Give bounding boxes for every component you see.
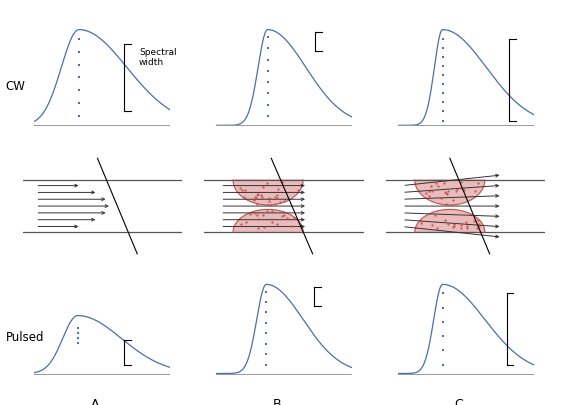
Text: B: B bbox=[273, 397, 282, 405]
Text: Pulsed: Pulsed bbox=[6, 330, 44, 343]
Polygon shape bbox=[415, 181, 485, 205]
Polygon shape bbox=[415, 210, 485, 232]
Polygon shape bbox=[233, 210, 303, 232]
Text: A: A bbox=[91, 397, 99, 405]
Text: CW: CW bbox=[6, 80, 26, 93]
Text: Spectral
width: Spectral width bbox=[139, 48, 177, 67]
Polygon shape bbox=[233, 181, 303, 205]
Text: C: C bbox=[454, 397, 463, 405]
